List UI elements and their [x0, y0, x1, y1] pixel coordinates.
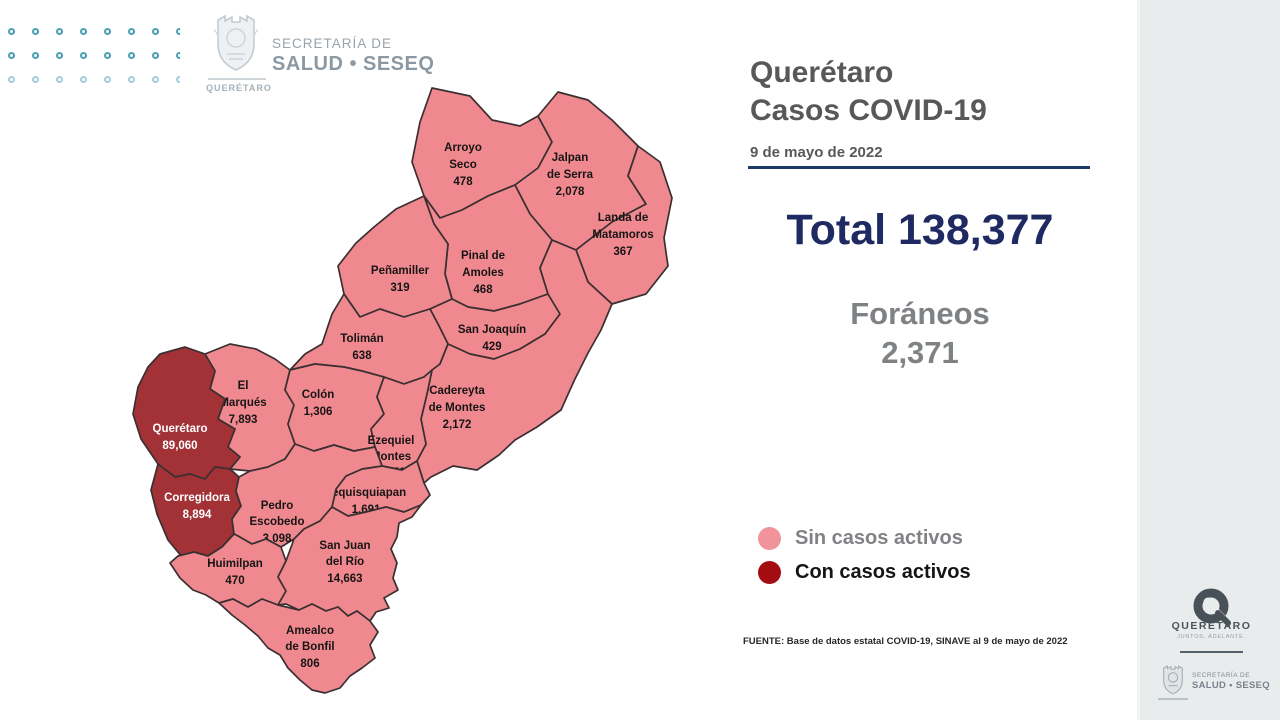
report-date: 9 de mayo de 2022: [750, 144, 883, 161]
decor-dot: [80, 76, 87, 83]
total-cases: Total 138,377: [740, 206, 1100, 255]
decor-dot: [104, 52, 111, 59]
foraneos-label: Foráneos: [850, 296, 990, 331]
no-active-cases-swatch: [758, 526, 781, 550]
page-title: Querétaro Casos COVID-19: [750, 54, 987, 130]
decor-dot: [104, 28, 111, 35]
decor-dot: [56, 52, 63, 59]
decor-dot: [56, 76, 63, 83]
sidebar-divider: [1180, 651, 1243, 653]
foraneos-block: Foráneos 2,371: [740, 294, 1100, 372]
legend-no-active-cases: Sin casos activos: [758, 526, 971, 550]
header-secretaria-logo: SECRETARÍA DE SALUD • SESEQ: [272, 36, 434, 76]
sidebar-tagline: JUNTOS, ADELANTE.: [1177, 634, 1246, 640]
decor-dot: [32, 28, 39, 35]
right-sidebar: QUERÉTARO JUNTOS, ADELANTE. SECRETARÍA D…: [1137, 0, 1280, 720]
source-note: FUENTE: Base de datos estatal COVID-19, …: [743, 636, 1068, 647]
queretaro-crest-icon: [213, 14, 259, 71]
region-shape[interactable]: [284, 363, 385, 452]
decor-dot: [128, 28, 135, 35]
region-amealco-de-bonfil[interactable]: Amealco de Bonfil 806: [218, 598, 379, 694]
decor-dot: [56, 28, 63, 35]
foraneos-value: 2,371: [881, 335, 959, 370]
decor-dot: [32, 52, 39, 59]
crest-small-text-line: [208, 78, 266, 80]
decor-dot: [176, 28, 180, 35]
decor-dot: [80, 28, 87, 35]
decor-dot: [128, 52, 135, 59]
decor-dot: [8, 76, 15, 83]
region-colon[interactable]: Colón 1,306: [284, 363, 385, 452]
decor-dot: [152, 52, 159, 59]
sidebar-crest-icon: [1163, 665, 1183, 695]
date-underline: [748, 166, 1090, 169]
decor-dot: [104, 76, 111, 83]
active-cases-swatch: [758, 560, 781, 584]
decor-dot: [8, 28, 15, 35]
sidebar-queretaro-label: QUERÉTARO: [1171, 620, 1252, 632]
title-line2: Casos COVID-19: [750, 94, 987, 127]
legend-label: Con casos activos: [795, 560, 971, 583]
region-shape[interactable]: [218, 598, 379, 694]
decor-dot: [128, 76, 135, 83]
secretaria-line2: SALUD • SESEQ: [272, 53, 435, 75]
region-shape[interactable]: [277, 504, 422, 622]
decor-dot: [8, 52, 15, 59]
secretaria-line2: SALUD • SESEQ: [1192, 680, 1270, 691]
decor-dot: [80, 52, 87, 59]
total-label: Total: [786, 206, 887, 254]
queretaro-q-logo-icon: [1193, 588, 1231, 626]
map-legend: Sin casos activos Con casos activos: [758, 526, 971, 594]
decor-dot: [176, 76, 180, 83]
dot-grid-decoration: [8, 28, 180, 90]
crest-caption: QUERÉTARO: [206, 83, 272, 93]
title-line1: Querétaro: [750, 56, 894, 89]
decor-dot: [152, 28, 159, 35]
decor-dot: [32, 76, 39, 83]
decor-dot: [152, 76, 159, 83]
sidebar-secretaria-logo: SECRETARÍA DE SALUD • SESEQ: [1192, 672, 1270, 691]
total-value: 138,377: [898, 206, 1054, 254]
sidebar-crest-caption-line: [1158, 698, 1188, 700]
legend-active-cases: Con casos activos: [758, 560, 971, 584]
legend-label: Sin casos activos: [795, 526, 963, 549]
decor-dot: [176, 52, 180, 59]
secretaria-line1: SECRETARÍA DE: [1192, 672, 1251, 679]
secretaria-line1: SECRETARÍA DE: [272, 36, 393, 51]
